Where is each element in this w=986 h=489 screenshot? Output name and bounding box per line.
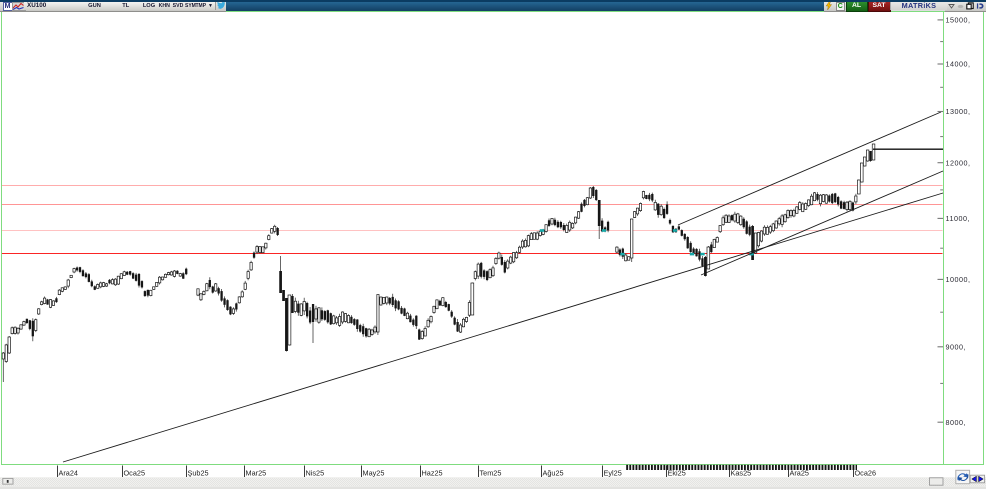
svg-text:15000,: 15000, [946, 16, 971, 25]
svg-text:Tem25: Tem25 [480, 469, 502, 478]
svg-text:9000,: 9000, [946, 343, 967, 352]
svg-text:Nis25: Nis25 [306, 469, 325, 478]
svg-text:Kas25: Kas25 [731, 469, 752, 478]
svg-text:Ara25: Ara25 [790, 469, 809, 478]
svg-text:Ara24: Ara24 [59, 469, 78, 478]
svg-text:Haz25: Haz25 [422, 469, 443, 478]
svg-text:10000,: 10000, [946, 275, 971, 284]
svg-text:13000,: 13000, [946, 107, 971, 116]
svg-text:8000,: 8000, [946, 418, 967, 427]
svg-text:14000,: 14000, [946, 60, 971, 69]
svg-text:Şub25: Şub25 [188, 469, 209, 478]
svg-text:Oca25: Oca25 [124, 469, 146, 478]
svg-text:May25: May25 [363, 469, 385, 478]
svg-text:Mar25: Mar25 [246, 469, 267, 478]
svg-text:Eyl25: Eyl25 [604, 469, 622, 478]
svg-text:Oca26: Oca26 [855, 469, 877, 478]
svg-text:12000,: 12000, [946, 158, 971, 167]
svg-text:Ağu25: Ağu25 [543, 469, 564, 478]
svg-text:Eki25: Eki25 [668, 469, 686, 478]
svg-text:11000,: 11000, [946, 214, 970, 223]
